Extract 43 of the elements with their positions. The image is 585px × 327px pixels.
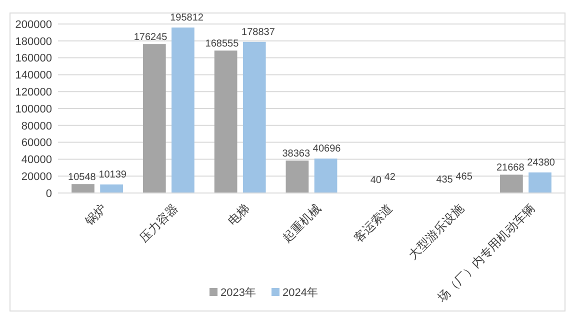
y-tick-label: 20000: [21, 170, 52, 183]
data-label: 10139: [98, 169, 127, 180]
y-tick-label: 160000: [15, 52, 52, 65]
y-tick-label: 40000: [21, 154, 52, 166]
data-label: 38363: [282, 148, 311, 160]
bar: [214, 50, 238, 193]
y-tick-label: 0: [46, 188, 52, 200]
bar: [286, 160, 309, 193]
data-label: 465: [456, 172, 473, 183]
data-label: 176245: [134, 32, 168, 44]
x-tick-label: 起重机械: [280, 201, 324, 245]
x-tick-label: 客运索道: [351, 201, 395, 245]
x-tick-label: 大型游乐设施: [406, 201, 466, 262]
data-label: 24380: [527, 157, 556, 168]
y-tick-label: 60000: [21, 137, 52, 150]
data-label: 40: [370, 174, 382, 186]
y-tick-label: 100000: [15, 103, 52, 116]
y-tick-label: 140000: [15, 70, 52, 82]
bar: [528, 172, 552, 193]
data-label: 42: [384, 172, 396, 183]
data-label: 40696: [312, 144, 342, 155]
x-tick-label: 锅炉: [82, 201, 110, 229]
data-label: 435: [436, 174, 454, 186]
bar: [142, 44, 166, 193]
data-label: 168555: [205, 38, 240, 50]
bar: [72, 184, 94, 193]
y-tick-label: 120000: [15, 86, 52, 98]
bar: [100, 184, 123, 193]
data-label: 195812: [170, 12, 204, 24]
bar: [172, 28, 194, 193]
data-label: 178837: [242, 26, 276, 38]
y-tick-label: 180000: [15, 36, 52, 48]
bar: [242, 42, 266, 193]
y-tick-label: 80000: [21, 120, 52, 132]
legend-label: 2023年: [220, 287, 256, 299]
bar: [314, 158, 338, 193]
data-label: 10548: [68, 172, 96, 184]
data-label: 21668: [496, 162, 525, 174]
x-tick-label: 压力容器: [136, 201, 181, 245]
x-tick-label: 电梯: [225, 201, 252, 228]
bar: [500, 174, 523, 193]
y-tick-label: 200000: [15, 18, 52, 31]
legend-label: 2024年: [282, 287, 318, 299]
